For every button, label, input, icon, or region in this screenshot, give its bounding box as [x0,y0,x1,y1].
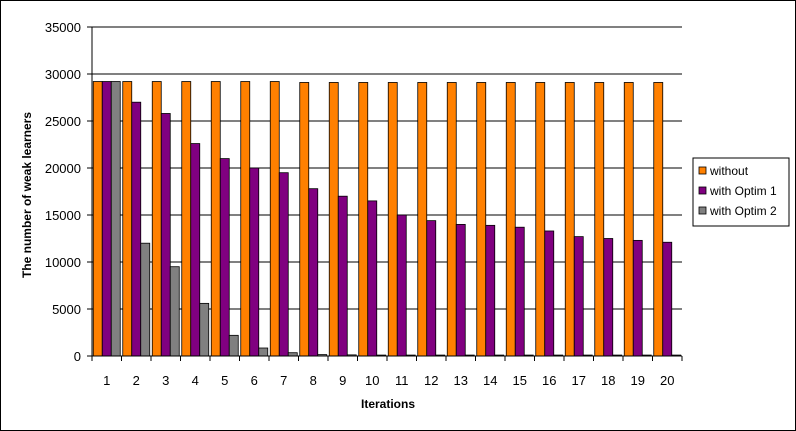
bar-without [181,81,192,357]
bar-with-optim-1 [603,238,614,357]
bar-without [387,82,398,357]
x-tick-label: 20 [660,373,674,388]
x-tick-label: 14 [483,373,497,388]
bar-with-optim-1 [131,101,142,357]
bars [92,81,682,357]
x-tick-label: 8 [310,373,317,388]
y-tick-label: 0 [74,349,81,364]
x-tick-label: 15 [513,373,527,388]
bar-without [92,81,103,357]
x-tick-label: 4 [192,373,199,388]
gridlines [92,26,682,310]
bar-without [151,81,162,357]
x-tick-label: 1 [103,373,110,388]
x-tick-label: 16 [542,373,556,388]
bar-with-optim-1 [544,230,555,357]
bar-with-optim-1 [662,241,673,357]
y-tick-label: 15000 [45,208,81,223]
legend-box [692,157,790,227]
bar-without [299,82,310,357]
bar-without [358,82,369,357]
bar-with-optim-1 [219,158,230,357]
bar-with-optim-1 [337,195,348,357]
x-tick-labels: 1 2 3 4 5 6 7 8 9 10 11 12 13 14 15 16 17 18 19 20 [103,373,674,388]
bar-without [210,81,221,357]
x-tick-label: 12 [424,373,438,388]
x-tick-label: 3 [162,373,169,388]
bar-with-optim-2 [140,242,151,357]
bar-without [535,82,546,357]
y-tick-label: 35000 [45,20,81,35]
bar-without [122,81,133,357]
bar-without [328,82,339,357]
bar-with-optim-2 [169,266,180,357]
bar-without [564,82,575,357]
x-tick-label: 9 [339,373,346,388]
y-axis-title: The number of weak learners [20,112,34,278]
x-tick-label: 13 [454,373,468,388]
bar-without [476,82,487,357]
legend-label: with Optim 2 [709,204,777,218]
y-tick-labels: 0 5000 10000 15000 20000 25000 30000 35000 [45,20,81,364]
x-tick-label: 5 [221,373,228,388]
bar-with-optim-1 [367,200,378,357]
bar-without [446,82,457,357]
bar-with-optim-1 [190,143,201,357]
legend-label: without [709,164,749,178]
bar-with-optim-2 [228,334,239,357]
bar-with-optim-1 [426,220,437,357]
x-tick-label: 7 [280,373,287,388]
bar-without [623,82,634,357]
bar-with-optim-2 [199,302,210,357]
legend-label: with Optim 1 [709,184,777,198]
y-tick-label: 30000 [45,67,81,82]
legend-swatch [698,166,707,175]
bar-without [594,82,605,357]
bar-with-optim-1 [514,226,525,357]
x-tick-label: 10 [365,373,379,388]
bar-with-optim-2 [258,347,269,357]
bar-without [269,81,280,357]
bar-with-optim-1 [160,113,171,357]
x-tick-label: 18 [601,373,615,388]
bar-with-optim-1 [101,81,112,357]
x-tick-label: 11 [395,373,409,388]
bar-with-optim-1 [396,214,407,357]
bar-without [653,82,664,357]
x-tick-label: 2 [133,373,140,388]
x-tick-label: 6 [251,373,258,388]
bar-with-optim-2 [110,81,121,357]
bar-with-optim-1 [455,223,466,357]
legend-swatch [698,206,707,215]
bar-without [417,82,428,357]
y-tick-label: 10000 [45,255,81,270]
bar-with-optim-1 [485,224,496,357]
bar-without [240,81,251,357]
x-tick-label: 19 [631,373,645,388]
bar-with-optim-1 [573,236,584,357]
bar-with-optim-1 [249,167,260,357]
bar-without [505,82,516,357]
bar-with-optim-1 [308,188,319,357]
bar-with-optim-1 [632,239,643,357]
y-tick-label: 25000 [45,114,81,129]
x-tick-label: 17 [572,373,586,388]
y-tick-label: 5000 [52,302,81,317]
legend: without with Optim 1 with Optim 2 [692,157,790,227]
axes [87,26,683,361]
y-tick-label: 20000 [45,161,81,176]
x-axis-title: Iterations [361,397,415,411]
bar-with-optim-1 [278,172,289,357]
legend-swatch [698,186,707,195]
